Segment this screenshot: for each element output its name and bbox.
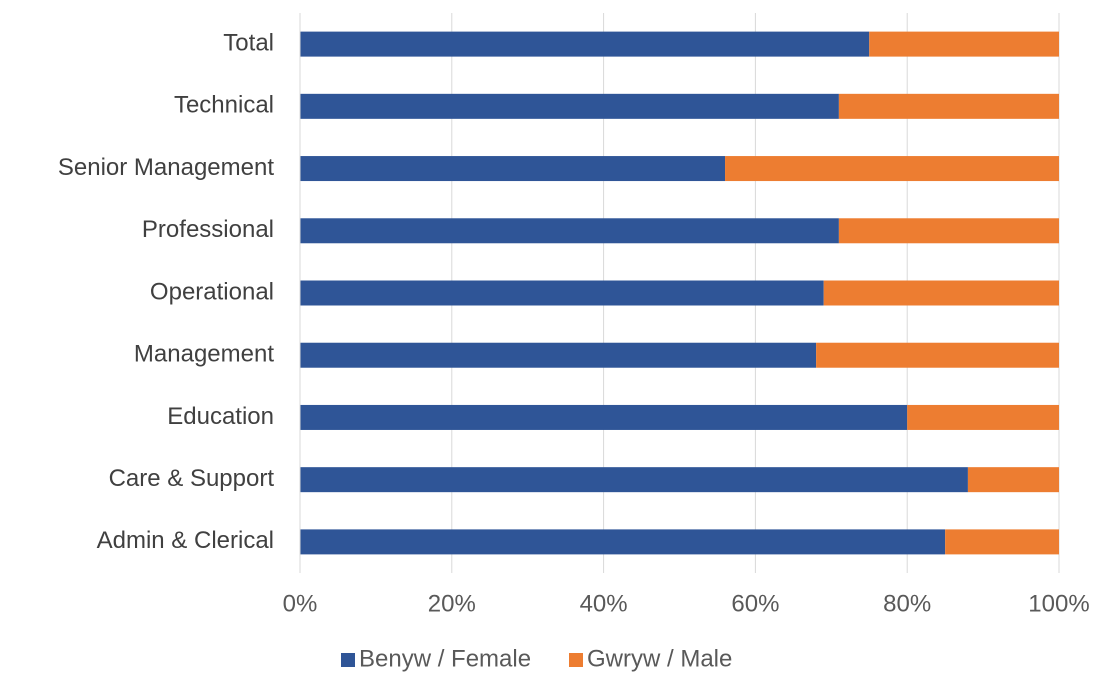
y-tick-label: Admin & Clerical [97,527,274,554]
y-tick-label: Professional [142,216,274,243]
y-tick-label: Total [223,29,274,56]
bar-segment [300,218,839,244]
x-tick-label: 40% [580,590,628,617]
bar-segment [300,280,824,306]
legend-swatch [341,653,355,667]
bar-segment [725,156,1059,182]
bar-segment [838,218,1059,244]
y-tick-label: Management [134,341,274,368]
x-tick-label: 0% [283,590,318,617]
y-tick-label: Education [167,403,274,430]
x-tick-label: 100% [1028,590,1089,617]
bar-segment [300,467,968,493]
x-tick-label: 60% [731,590,779,617]
legend-label: Gwryw / Male [587,645,732,672]
bar-segment [300,93,839,119]
bar-segment [838,93,1059,119]
legend-label: Benyw / Female [359,645,531,672]
y-tick-label: Senior Management [58,154,274,181]
bar-segment [816,342,1059,368]
y-tick-label: Technical [174,92,274,119]
bar-segment [300,404,908,430]
bar-segment [869,31,1059,57]
bar-segment [300,156,726,182]
bar-segment [300,31,870,57]
bar-segment [907,404,1059,430]
y-tick-label: Operational [150,278,274,305]
bar-segment [300,342,817,368]
x-tick-label: 80% [883,590,931,617]
x-tick-label: 20% [428,590,476,617]
bar-segment [300,529,946,555]
bar-segment [967,467,1059,493]
y-tick-label: Care & Support [109,465,275,492]
bar-segment [823,280,1059,306]
bar-segment [945,529,1059,555]
legend-swatch [569,653,583,667]
